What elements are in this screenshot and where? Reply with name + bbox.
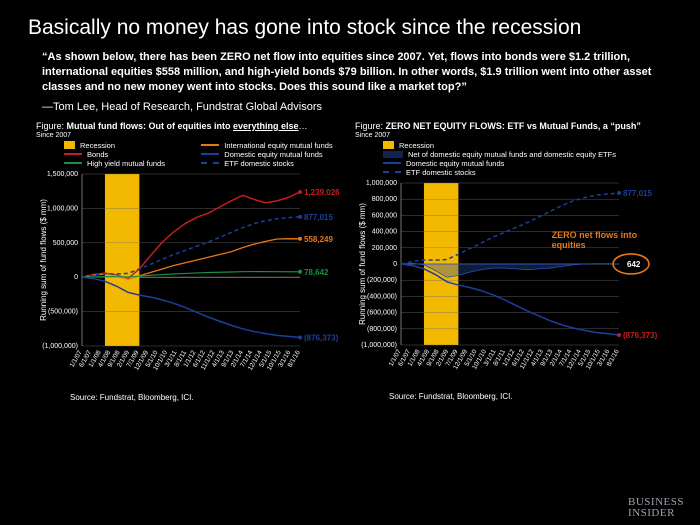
slide-attribution: —Tom Lee, Head of Research, Fundstrat Gl… bbox=[42, 101, 658, 113]
left-chart-title: Figure: Mutual fund flows: Out of equiti… bbox=[36, 121, 345, 131]
svg-text:400,000: 400,000 bbox=[372, 228, 397, 235]
charts-row: Figure: Mutual fund flows: Out of equiti… bbox=[36, 121, 664, 402]
svg-text:558,249: 558,249 bbox=[304, 234, 333, 243]
slide: Basically no money has gone into stock s… bbox=[0, 0, 700, 525]
legend-item: Recession bbox=[383, 141, 664, 150]
brand-logo: BUSINESS INSIDER bbox=[628, 497, 684, 519]
svg-text:500,000: 500,000 bbox=[53, 239, 78, 246]
left-chart-panel: Figure: Mutual fund flows: Out of equiti… bbox=[36, 121, 345, 402]
svg-text:Running sum of fund flows ($ m: Running sum of fund flows ($ mm) bbox=[39, 198, 48, 320]
right-chart-source: Source: Fundstrat, Bloomberg, ICI. bbox=[389, 392, 664, 401]
legend-item: ETF domestic stocks bbox=[201, 159, 345, 168]
right-chart-legend: RecessionNet of domestic equity mutual f… bbox=[383, 141, 664, 177]
svg-text:(876,373): (876,373) bbox=[623, 331, 658, 340]
svg-text:1,239,026: 1,239,026 bbox=[304, 187, 340, 196]
svg-text:200,000: 200,000 bbox=[372, 244, 397, 251]
right-chart-panel: Figure: ZERO NET EQUITY FLOWS: ETF vs Mu… bbox=[355, 121, 664, 402]
legend-item: ETF domestic stocks bbox=[383, 168, 664, 177]
left-chart-legend: Recession International equity mutual fun… bbox=[64, 141, 345, 168]
legend-item: Recession bbox=[64, 141, 177, 150]
svg-text:642: 642 bbox=[627, 259, 641, 268]
svg-text:(1,000,000): (1,000,000) bbox=[361, 342, 397, 349]
legend-item: Domestic equity mutual funds bbox=[383, 159, 664, 168]
legend-item: Domestic equity mutual funds bbox=[201, 150, 345, 159]
svg-text:(400,000): (400,000) bbox=[367, 293, 397, 300]
svg-text:Running sum of fund flows ($ m: Running sum of fund flows ($ mm) bbox=[358, 202, 367, 324]
svg-text:877,015: 877,015 bbox=[623, 188, 652, 197]
right-chart-annotation: ZERO net flows into equities bbox=[552, 231, 638, 251]
slide-title: Basically no money has gone into stock s… bbox=[28, 16, 672, 40]
legend-item: High yield mutual funds bbox=[64, 159, 177, 168]
svg-text:0: 0 bbox=[393, 261, 397, 268]
svg-text:1,500,000: 1,500,000 bbox=[47, 171, 78, 178]
svg-text:0: 0 bbox=[74, 274, 78, 281]
svg-text:1,000,000: 1,000,000 bbox=[47, 205, 78, 212]
svg-text:(800,000): (800,000) bbox=[367, 325, 397, 332]
legend-item: Net of domestic equity mutual funds and … bbox=[383, 150, 664, 159]
svg-text:600,000: 600,000 bbox=[372, 212, 397, 219]
svg-text:(500,000): (500,000) bbox=[48, 308, 78, 315]
svg-text:(876,373): (876,373) bbox=[304, 333, 339, 342]
left-chart-source: Source: Fundstrat, Bloomberg, ICI. bbox=[70, 393, 345, 402]
svg-text:800,000: 800,000 bbox=[372, 196, 397, 203]
slide-quote: “As shown below, there has been ZERO net… bbox=[42, 50, 658, 95]
svg-text:1,000,000: 1,000,000 bbox=[366, 180, 397, 187]
right-chart-subtitle: Since 2007 bbox=[355, 132, 664, 139]
svg-text:78,642: 78,642 bbox=[304, 267, 329, 276]
legend-item: Bonds bbox=[64, 150, 177, 159]
right-chart-title: Figure: ZERO NET EQUITY FLOWS: ETF vs Mu… bbox=[355, 121, 664, 131]
left-chart-plot: (1,000,000) (500,000) 0 500,000 1,000,000 1,5… bbox=[36, 170, 345, 390]
legend-item: International equity mutual funds bbox=[201, 141, 345, 150]
svg-text:(1,000,000): (1,000,000) bbox=[42, 343, 78, 350]
svg-text:(600,000): (600,000) bbox=[367, 309, 397, 316]
left-chart-subtitle: Since 2007 bbox=[36, 132, 345, 139]
svg-text:877,015: 877,015 bbox=[304, 212, 333, 221]
svg-text:(200,000): (200,000) bbox=[367, 277, 397, 284]
right-chart-plot: (1,000,000) (800,000) (600,000) (400,000) (2… bbox=[355, 179, 664, 389]
